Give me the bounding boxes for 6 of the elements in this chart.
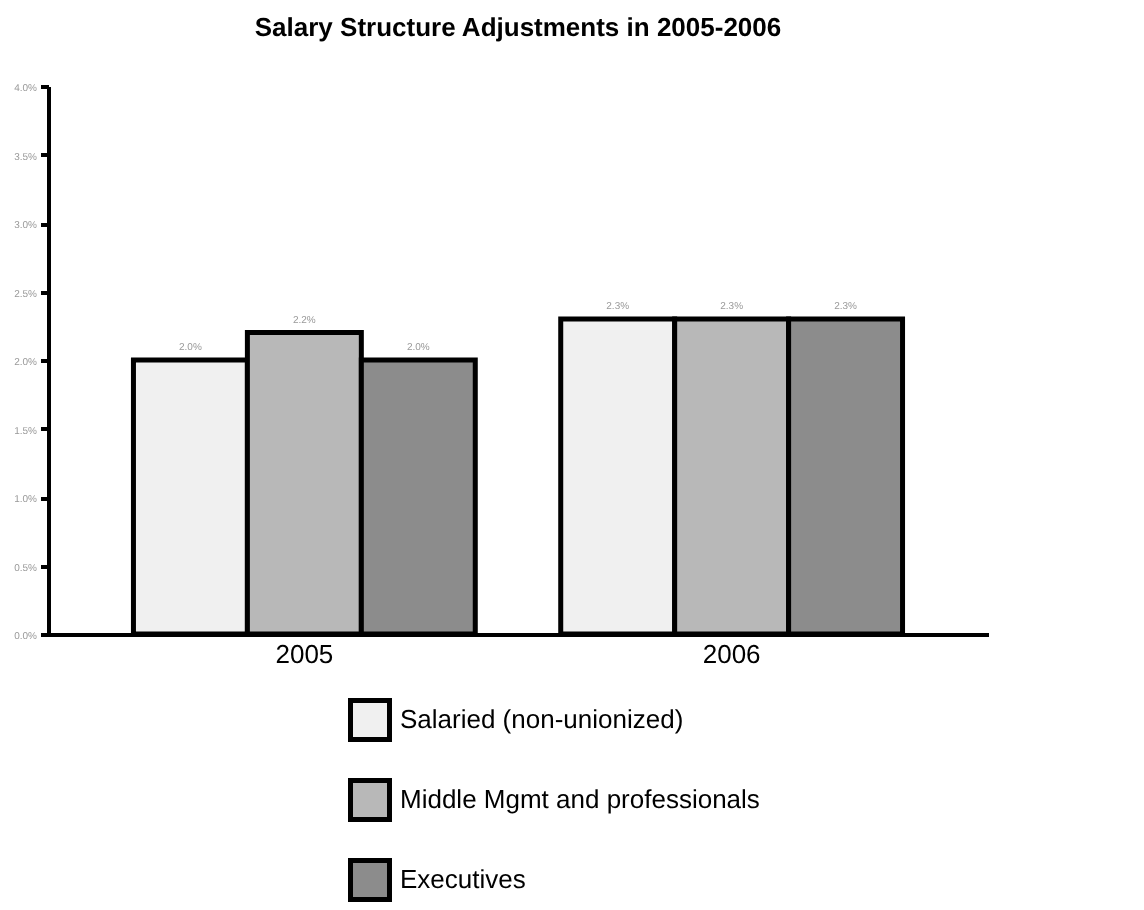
legend-label: Executives bbox=[400, 864, 527, 894]
x-tick-label: 2005 bbox=[275, 639, 334, 669]
x-tick-label: 2006 bbox=[702, 639, 761, 669]
chart-title: Salary Structure Adjustments in 2005-2006 bbox=[254, 12, 782, 42]
legend-label: Middle Mgmt and professionals bbox=[400, 784, 761, 814]
legend-label: Salaried (non-unionized) bbox=[400, 704, 684, 734]
